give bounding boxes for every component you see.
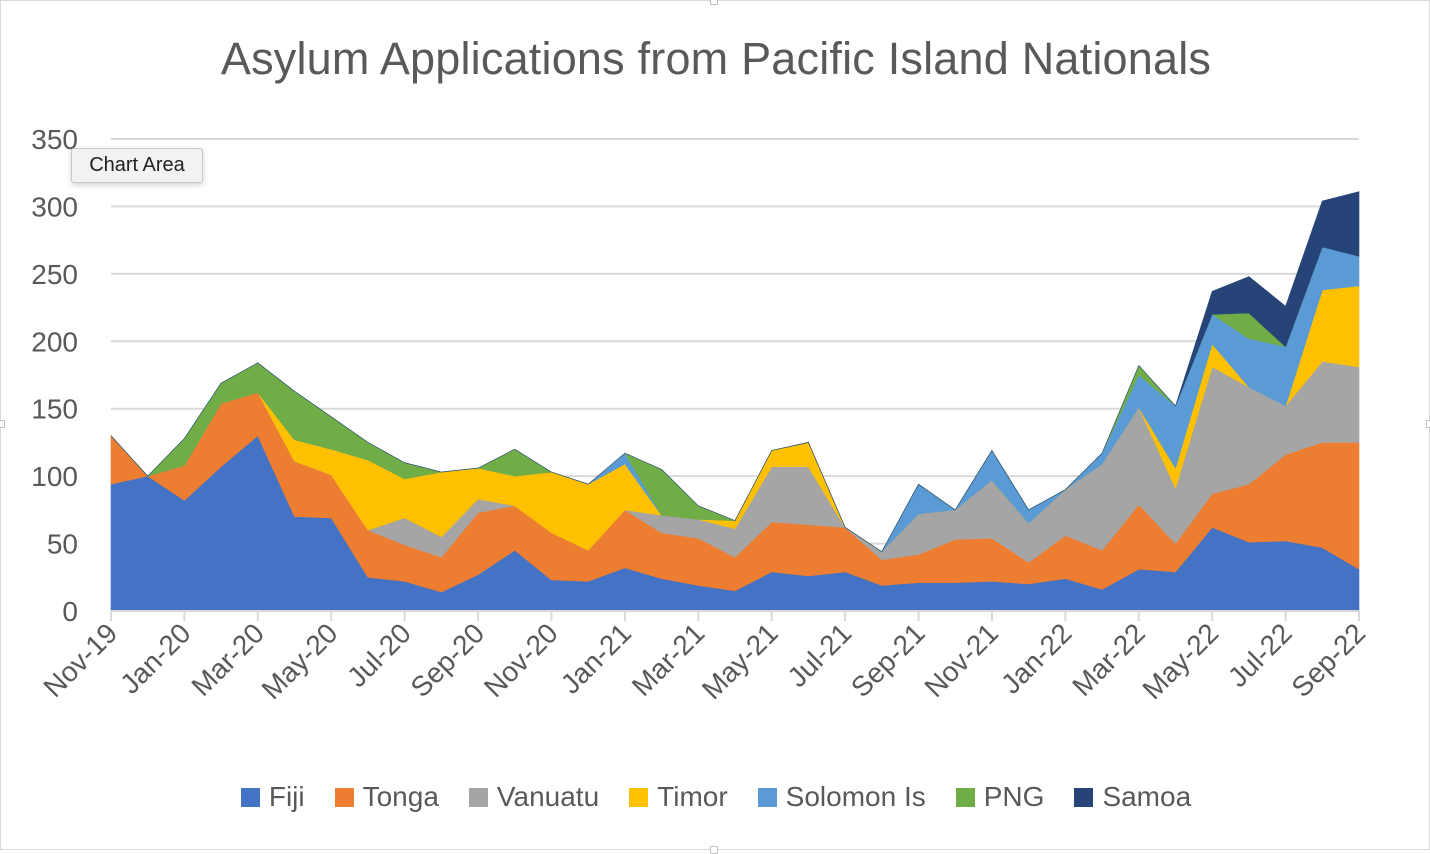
legend-label: PNG — [983, 781, 1045, 812]
x-tick-label: Mar-20 — [185, 617, 270, 702]
series-area-samoa[interactable] — [110, 191, 1360, 553]
legend-swatch — [629, 787, 649, 807]
x-tick-label: Jan-21 — [555, 617, 637, 699]
x-tick-label: Sep-22 — [1285, 617, 1371, 703]
chart-title[interactable]: Asylum Applications from Pacific Island … — [220, 33, 1212, 84]
legend-swatch — [468, 787, 488, 807]
legend-item-fiji[interactable]: Fiji — [240, 781, 305, 813]
y-tick-label: 100 — [31, 461, 78, 492]
legend-swatch — [757, 787, 777, 807]
y-tick-label: 200 — [31, 326, 78, 357]
x-tick-label: Sep-21 — [845, 617, 931, 703]
legend-swatch — [334, 787, 354, 807]
x-tick-label: Nov-19 — [37, 617, 123, 703]
x-tick-label: May-21 — [696, 617, 784, 705]
legend-item-solomon-is[interactable]: Solomon Is — [757, 781, 926, 813]
x-tick-label: Sep-20 — [405, 617, 491, 703]
legend-item-samoa[interactable]: Samoa — [1074, 781, 1191, 813]
x-tick-label: Mar-22 — [1066, 617, 1151, 702]
y-tick-label: 0 — [62, 596, 78, 627]
legend-item-vanuatu[interactable]: Vanuatu — [468, 781, 600, 813]
y-tick-label: 300 — [31, 191, 78, 222]
x-tick-label: May-22 — [1136, 617, 1224, 705]
legend-label: Samoa — [1102, 781, 1192, 812]
legend-label: Tonga — [362, 781, 439, 812]
legend[interactable]: Fiji Tonga Vanuatu Timor Solomon Is PNG Samoa — [1, 777, 1430, 817]
series-areas — [110, 191, 1360, 612]
legend-item-png[interactable]: PNG — [955, 781, 1045, 813]
x-tick-label: Jan-22 — [995, 617, 1077, 699]
resize-handle-left[interactable] — [0, 420, 5, 428]
y-tick-label: 250 — [31, 259, 78, 290]
x-tick-label: May-20 — [256, 617, 344, 705]
x-tick-label: Mar-21 — [626, 617, 711, 702]
legend-item-tonga[interactable]: Tonga — [334, 781, 439, 813]
legend-label: Solomon Is — [785, 781, 926, 812]
chart-area-tooltip: Chart Area — [71, 148, 203, 183]
y-tick-label: 150 — [31, 394, 78, 425]
y-tick-label: 50 — [47, 529, 78, 560]
x-tick-label: Nov-20 — [478, 617, 564, 703]
legend-item-timor[interactable]: Timor — [629, 781, 728, 813]
legend-swatch — [1074, 787, 1094, 807]
legend-label: Vanuatu — [496, 781, 600, 812]
x-tick-label: Nov-21 — [918, 617, 1004, 703]
legend-swatch — [240, 787, 260, 807]
legend-swatch — [955, 787, 975, 807]
y-tick-label: 350 — [31, 124, 78, 155]
legend-label: Fiji — [268, 781, 305, 812]
resize-handle-top[interactable] — [710, 0, 718, 5]
resize-handle-right[interactable] — [1426, 420, 1430, 428]
x-tick-label: Jan-20 — [114, 617, 196, 699]
legend-label: Timor — [657, 781, 728, 812]
